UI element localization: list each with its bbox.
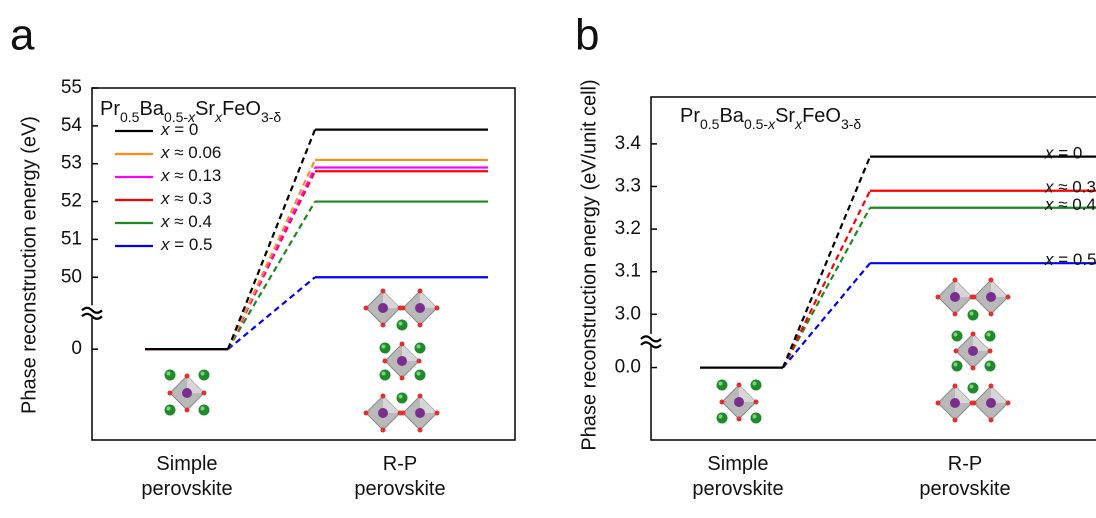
transition-line — [227, 170, 316, 350]
y-tick-label: 3.2 — [615, 218, 641, 239]
transition-line — [782, 262, 871, 369]
structure-simple-a — [164, 369, 210, 416]
y-tick-label: 54 — [61, 115, 83, 136]
y-tick-label: 50 — [61, 266, 82, 287]
panel-label: a — [10, 11, 35, 60]
y-tick-label: 53 — [61, 153, 82, 174]
x-category-label: Simple perovskite — [692, 453, 784, 500]
panel-title: Pr0.5Ba0.5-xSrxFeO3-δ — [100, 98, 281, 124]
y-tick-label: 3.0 — [615, 303, 641, 324]
structure-rp-b — [935, 277, 1011, 423]
series-end-label: x = 0 — [1044, 144, 1082, 163]
title-part: Sr — [195, 98, 215, 120]
y-tick-label: 55 — [61, 77, 82, 98]
title-part: 3-δ — [261, 109, 281, 125]
transition-line — [226, 129, 317, 350]
legend-label: x ≈ 0.3 — [160, 189, 212, 208]
panel-label: b — [575, 11, 599, 60]
legend-label: x = 0 — [160, 120, 198, 139]
structure-simple-b — [716, 379, 762, 424]
title-part: 3-δ — [841, 116, 861, 132]
title-part: Ba — [139, 98, 164, 120]
legend-label: x ≈ 0.06 — [160, 143, 221, 162]
y-tick-label: 52 — [61, 191, 82, 212]
y-tick-label: 0 — [71, 338, 82, 359]
y-tick-label: 3.4 — [615, 133, 642, 154]
y-tick-label: 51 — [61, 228, 82, 249]
title-part: Sr — [775, 105, 795, 127]
legend-label: x ≈ 0.13 — [160, 166, 221, 185]
x-category-label: Simple perovskite — [141, 453, 233, 500]
title-part: x — [767, 116, 776, 132]
y-axis-label: Phase reconstruction energy (eV/unit cel… — [578, 79, 600, 450]
series-end-label: x ≈ 0.3 — [1044, 178, 1096, 197]
panel-title: Pr0.5Ba0.5-xSrxFeO3-δ — [680, 105, 861, 131]
title-part: 0.5 — [700, 116, 720, 132]
y-tick-label: 3.1 — [615, 261, 641, 282]
transition-line — [227, 200, 316, 350]
transition-line — [227, 276, 316, 351]
x-category-label: R-P perovskite — [354, 453, 446, 500]
x-category-label: R-P perovskite — [919, 453, 1011, 500]
y-axis-label: Phase reconstruction energy (eV) — [18, 116, 40, 414]
transition-line — [227, 159, 316, 350]
title-part: FeO — [802, 105, 841, 127]
transition-line — [781, 156, 872, 368]
y-tick-label: 0.0 — [615, 357, 641, 378]
y-tick-label: 3.3 — [615, 175, 641, 196]
transition-line — [782, 190, 871, 369]
transition-line — [782, 207, 871, 369]
title-part: x — [794, 116, 803, 132]
title-part: 0.5 — [120, 109, 140, 125]
axis-break — [640, 335, 662, 349]
structure-rp-a — [363, 288, 440, 433]
title-part: FeO — [222, 98, 261, 120]
title-part: Pr — [680, 105, 700, 127]
legend-label: x = 0.5 — [160, 235, 213, 254]
title-part: Pr — [100, 98, 120, 120]
title-part: 0.5- — [164, 109, 188, 125]
title-part: x — [214, 109, 223, 125]
series-end-label: x ≈ 0.4 — [1044, 195, 1096, 214]
legend-label: x ≈ 0.4 — [160, 212, 212, 231]
title-part: Ba — [719, 105, 744, 127]
plot-frame — [650, 96, 1096, 441]
title-part: 0.5- — [744, 116, 768, 132]
title-part: x — [187, 109, 196, 125]
axis-break — [81, 306, 103, 320]
plot-frame — [91, 87, 516, 441]
series-end-label: x = 0.5 — [1044, 251, 1096, 270]
